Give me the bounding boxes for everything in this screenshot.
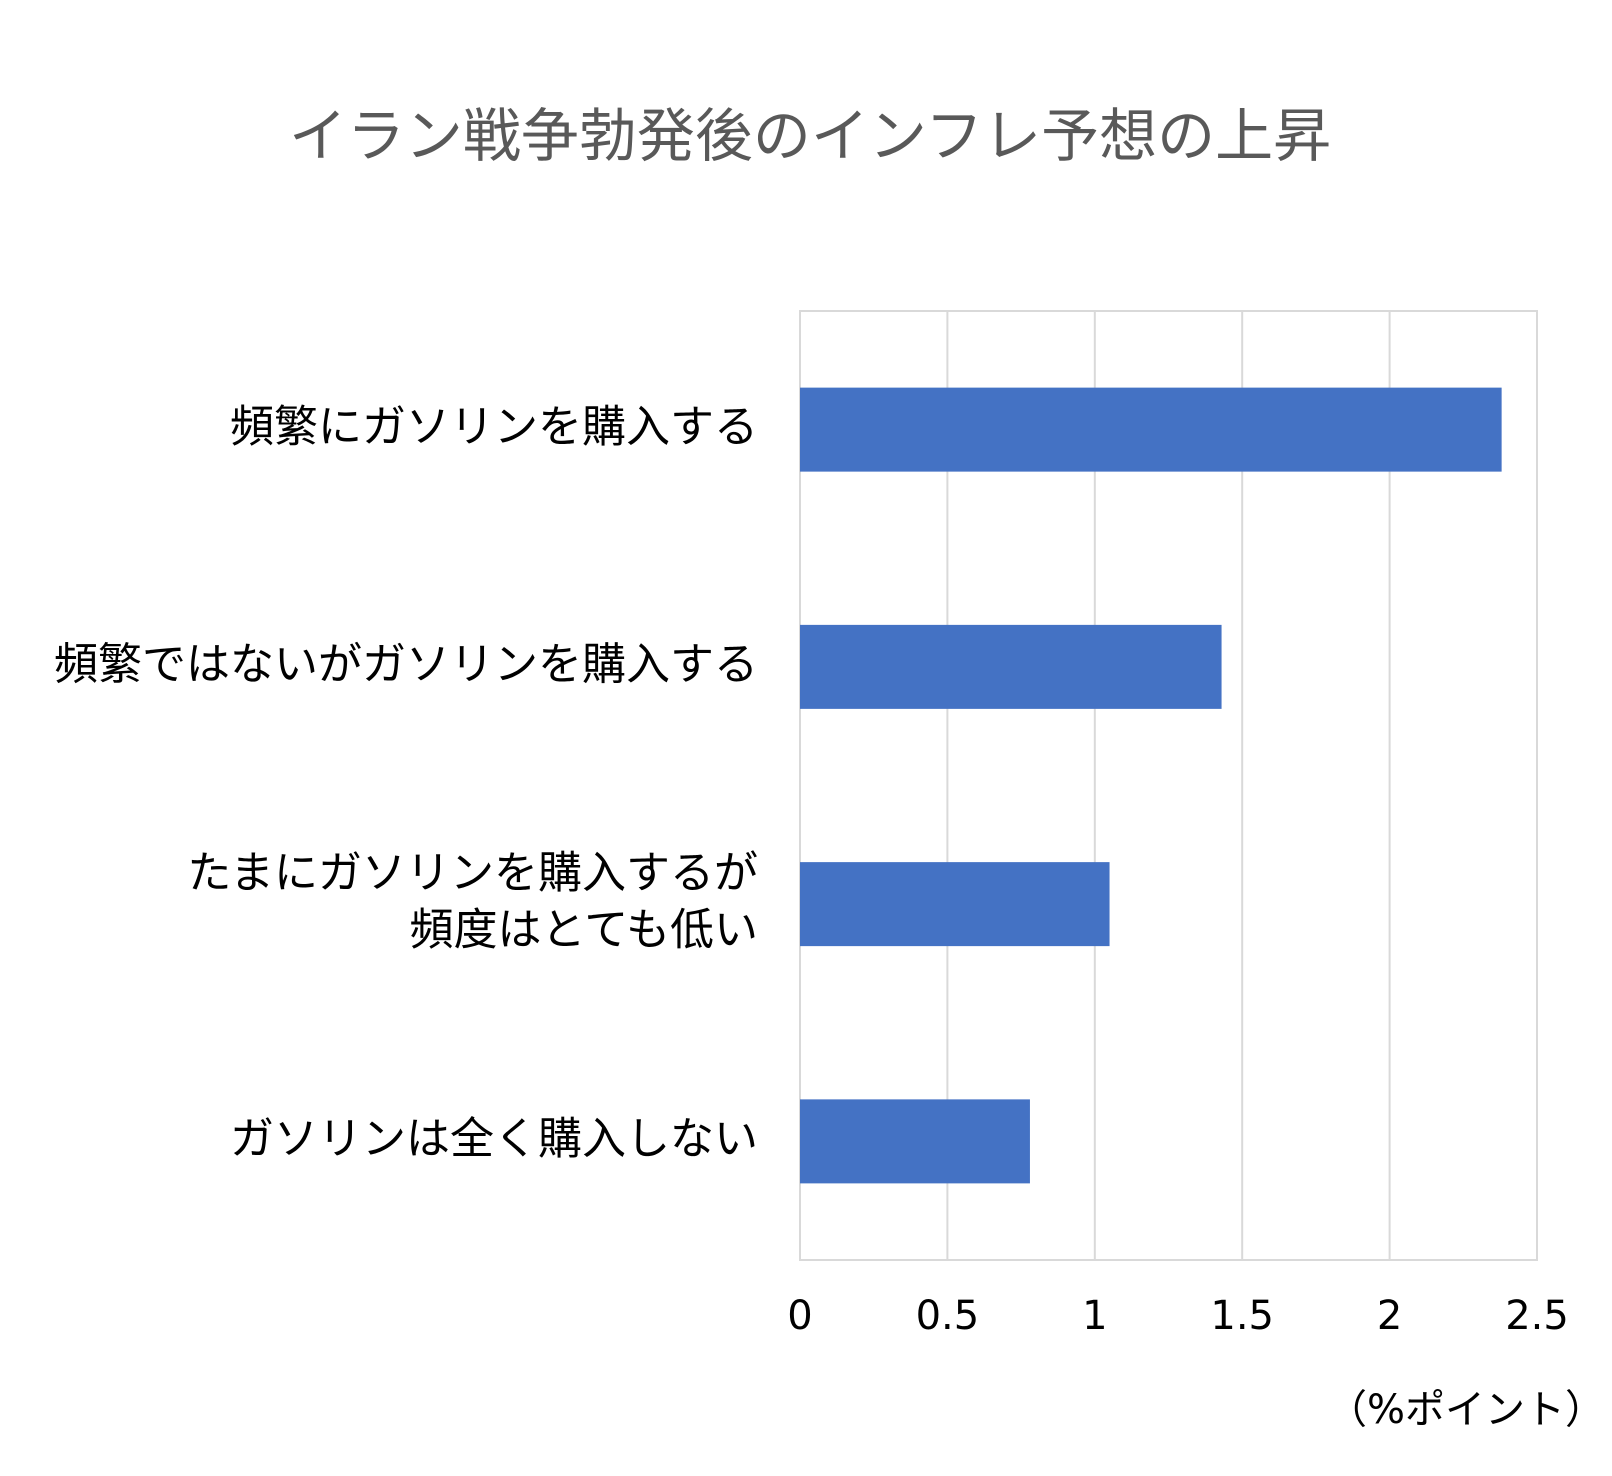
y-tick-label: 頻繁ではないがガソリンを購入する (54, 639, 758, 690)
y-tick-label: 頻繁にガソリンを購入する (230, 402, 758, 453)
y-tick-label: ガソリンは全く購入しない (230, 1113, 758, 1164)
bar (800, 1099, 1030, 1184)
y-tick-label: たまにガソリンを購入するが頻度はとても低い (187, 848, 758, 956)
bar (800, 862, 1110, 947)
x-tick-label: 2.5 (1505, 1293, 1569, 1339)
x-axis-label: （%ポイント） (1327, 1387, 1605, 1433)
x-tick-label: 1 (1082, 1293, 1107, 1339)
x-tick-label: 1.5 (1210, 1293, 1274, 1339)
x-tick-label: 0 (787, 1293, 812, 1339)
bar (800, 387, 1502, 472)
bar (800, 624, 1222, 709)
plot-border (799, 310, 1538, 1261)
x-tick-label: 2 (1377, 1293, 1402, 1339)
x-tick-label: 0.5 (916, 1293, 980, 1339)
chart-title: イラン戦争勃発後のインフレ予想の上昇 (289, 102, 1331, 170)
